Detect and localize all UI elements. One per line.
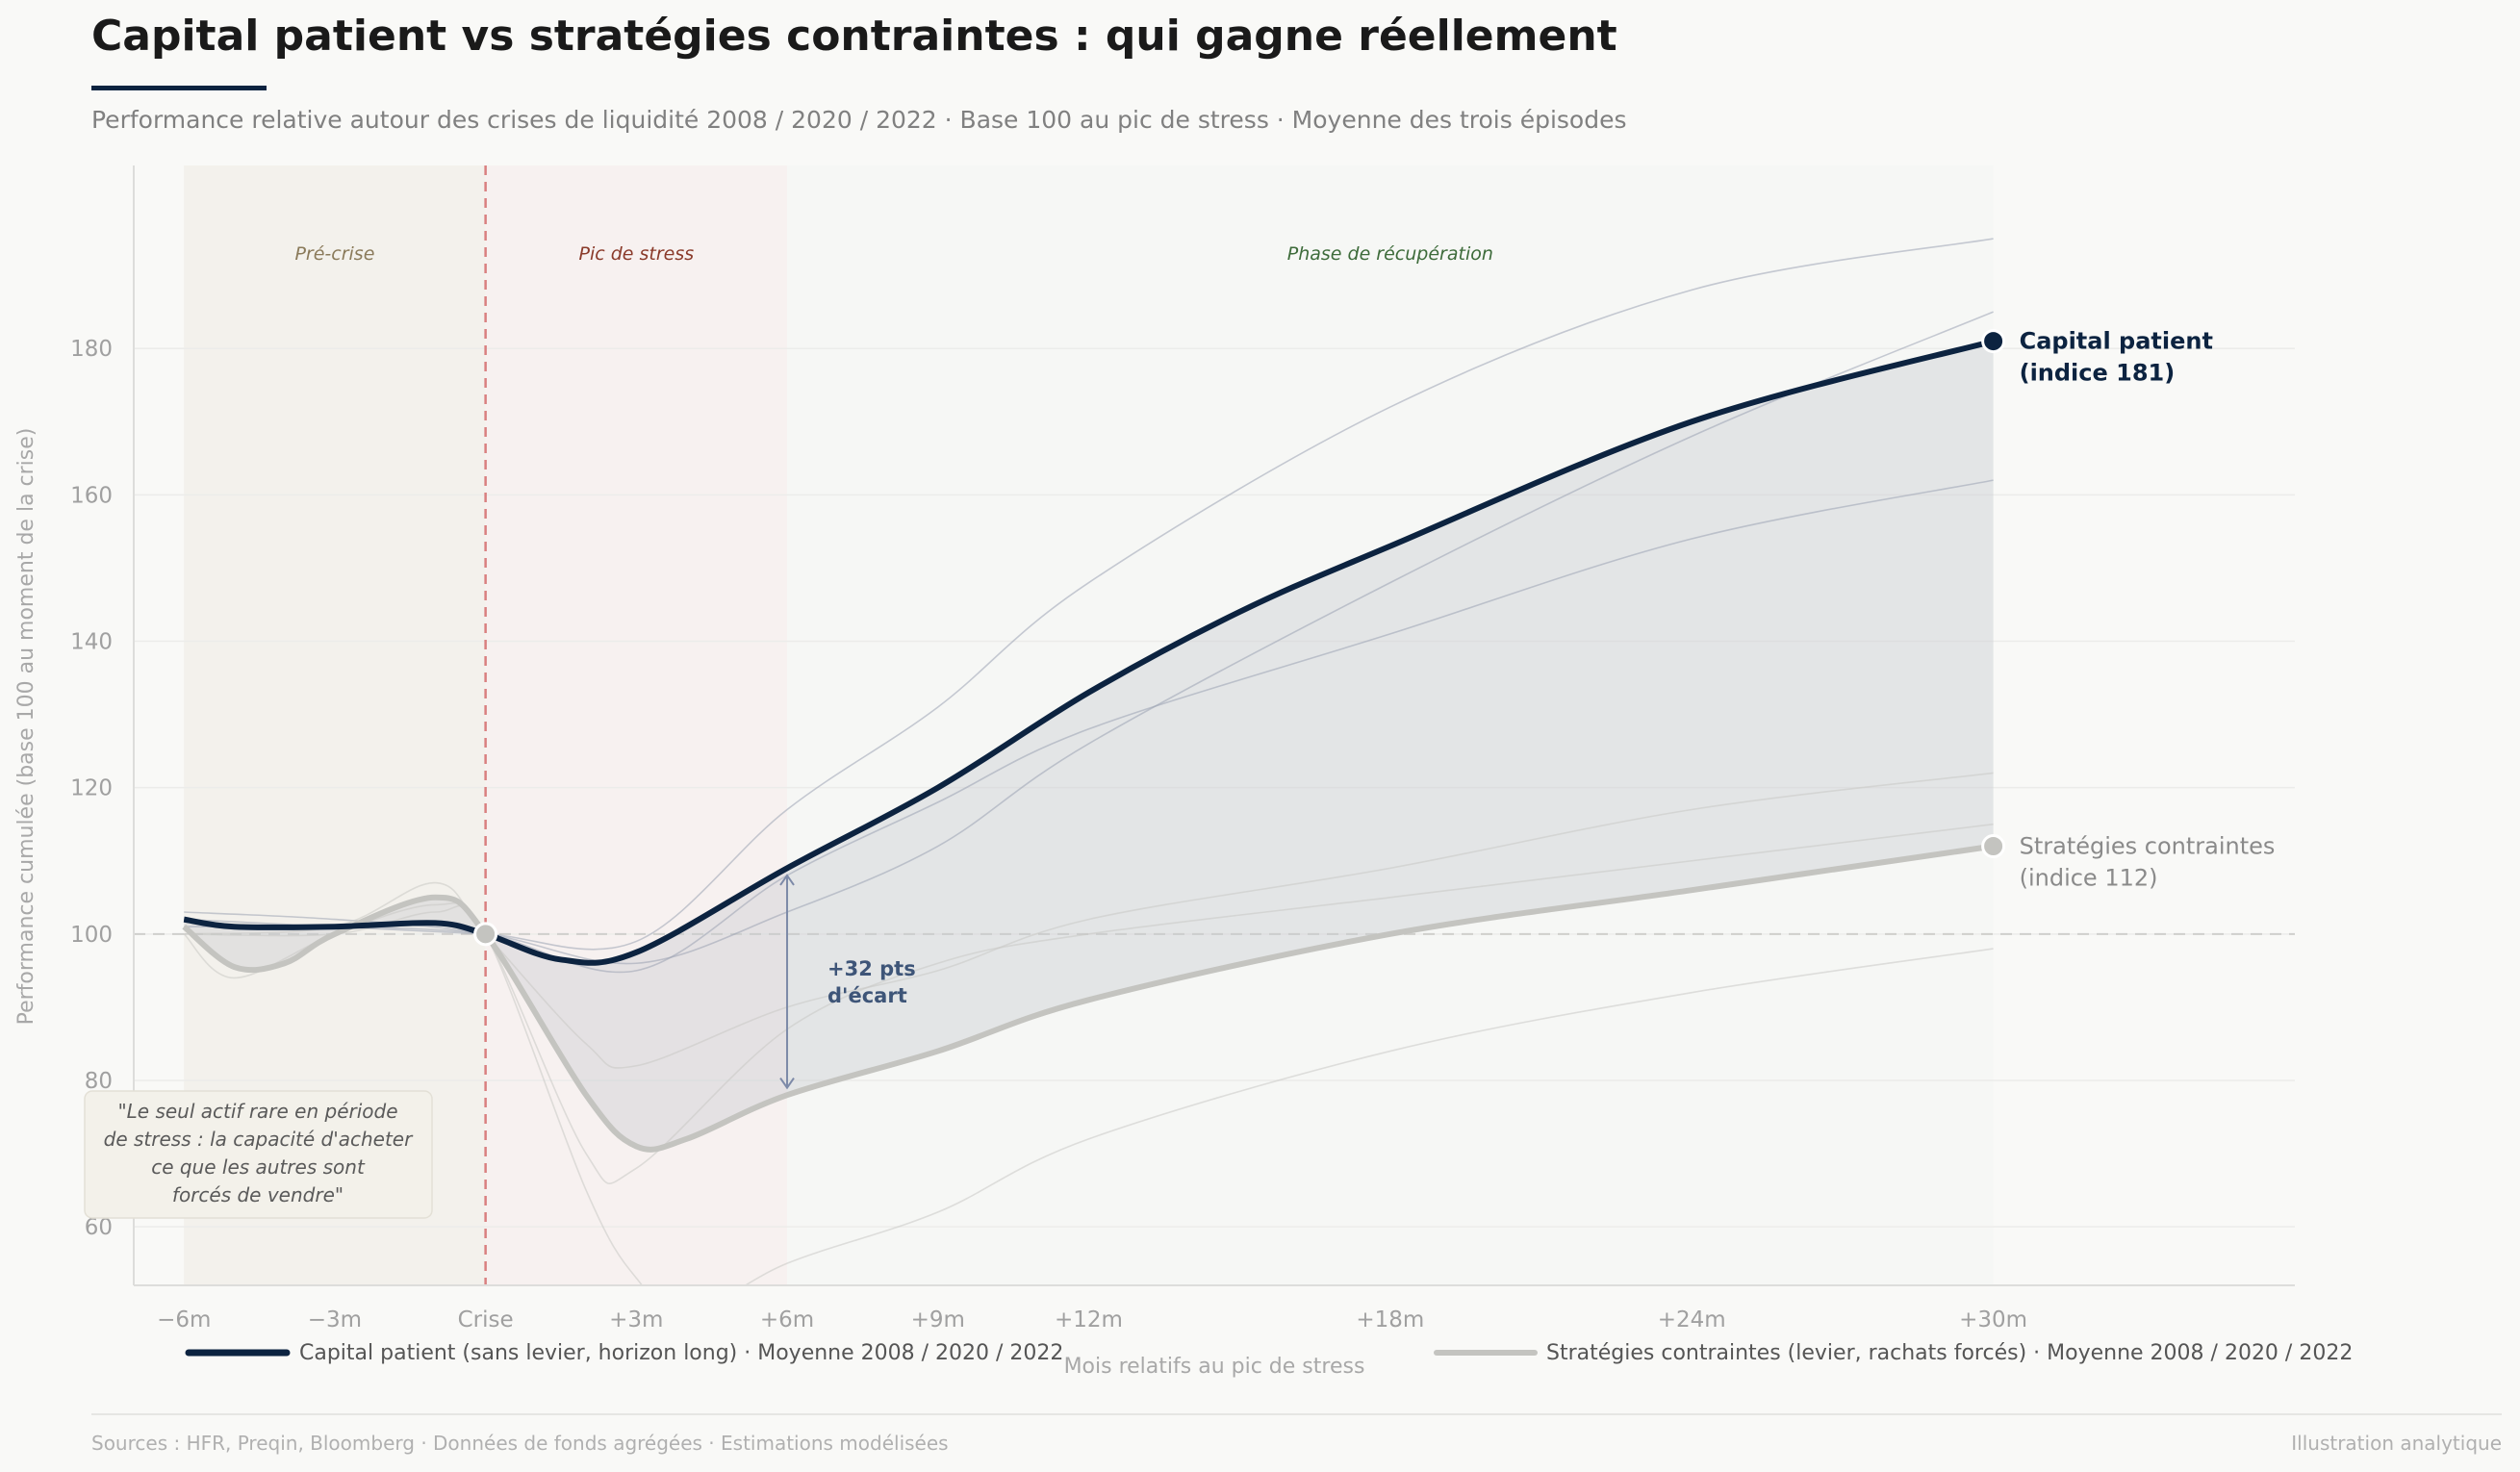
x-tick-label: +3m xyxy=(609,1307,663,1332)
legend-label-contraintes: Stratégies contraintes (levier, rachats … xyxy=(1546,1341,2353,1365)
endpoint-marker-capital xyxy=(1981,329,2006,354)
episode-line-capital xyxy=(184,479,1994,974)
y-tick-label: 80 xyxy=(85,1069,113,1094)
footer-note: Illustration analytique xyxy=(2291,1432,2502,1455)
crisis-point-marker xyxy=(473,922,498,947)
phase-label: Phase de récupération xyxy=(1287,243,1493,265)
end-label-capital: (indice 181) xyxy=(2020,360,2176,387)
phase-bands: Pré-crise Pic de stress Phase de récupérat… xyxy=(184,165,1994,1285)
x-axis-label: Mois relatifs au pic de stress xyxy=(1064,1355,1365,1379)
y-tick-label: 160 xyxy=(70,483,113,508)
y-tick-label: 120 xyxy=(70,776,113,801)
episode-line-capital xyxy=(184,311,1994,965)
legend: Capital patient (sans levier, horizon lo… xyxy=(185,1341,2353,1365)
episode-line-capital xyxy=(184,238,1994,951)
endpoint-marker-contraintes xyxy=(1981,834,2006,859)
quote-box xyxy=(84,1090,433,1219)
x-tick-label: +9m xyxy=(911,1307,965,1332)
x-tick-label: −6m xyxy=(157,1307,211,1332)
quote-text: de stress : la capacité d'acheter xyxy=(104,1128,414,1151)
phase-label: Pic de stress xyxy=(578,243,694,265)
arrow-up-icon xyxy=(779,874,795,886)
gap-fill-area xyxy=(184,341,1994,1150)
episode-line-contraintes xyxy=(183,823,1994,1184)
title-underline xyxy=(91,86,267,90)
x-tick-label: +18m xyxy=(1356,1307,1424,1332)
end-label-contraintes: Stratégies contraintes xyxy=(2020,833,2276,860)
y-tick-label: 60 xyxy=(85,1215,113,1240)
phase-band-1 xyxy=(485,165,788,1285)
grid: 60 80 100 120 140 160 180 xyxy=(70,337,2295,1240)
legend-label-capital: Capital patient (sans levier, horizon lo… xyxy=(299,1341,1063,1365)
arrow-down-icon xyxy=(779,1078,795,1090)
x-tick-label: +6m xyxy=(760,1307,814,1332)
y-tick-label: 100 xyxy=(70,923,113,948)
phase-band-2 xyxy=(787,165,1994,1285)
series-line-contraintes xyxy=(182,843,1995,1153)
x-tick-label: Crise xyxy=(458,1307,514,1332)
end-label-contraintes: (indice 112) xyxy=(2020,865,2158,892)
x-tick-label: +12m xyxy=(1055,1307,1123,1332)
y-tick-label: 180 xyxy=(70,337,113,362)
episode-line-contraintes xyxy=(184,772,1994,1069)
phase-label: Pré-crise xyxy=(294,243,374,265)
x-tick-label: −3m xyxy=(308,1307,362,1332)
quote-text: forcés de vendre" xyxy=(172,1183,344,1206)
quote-text: "Le seul actif rare en période xyxy=(117,1100,397,1123)
page-title: Capital patient vs stratégies contrainte… xyxy=(91,12,1617,61)
page-subtitle: Performance relative autour des crises d… xyxy=(91,106,1627,134)
quote-text: ce que les autres sont xyxy=(151,1155,366,1179)
gap-annotation-text: d'écart xyxy=(827,984,907,1007)
x-tick-label: +24m xyxy=(1658,1307,1726,1332)
footer-sources: Sources : HFR, Preqin, Bloomberg · Donné… xyxy=(91,1432,949,1455)
gap-annotation-text: +32 pts xyxy=(827,957,916,980)
end-label-capital: Capital patient xyxy=(2020,328,2213,355)
y-axis-label: Performance cumulée (base 100 au moment … xyxy=(14,428,38,1026)
episode-line-contraintes xyxy=(184,904,1994,1285)
plot-area xyxy=(182,165,1995,1285)
y-tick-label: 140 xyxy=(70,630,113,655)
series-line-capital xyxy=(183,338,1995,966)
x-tick-label: +30m xyxy=(1959,1307,2027,1332)
